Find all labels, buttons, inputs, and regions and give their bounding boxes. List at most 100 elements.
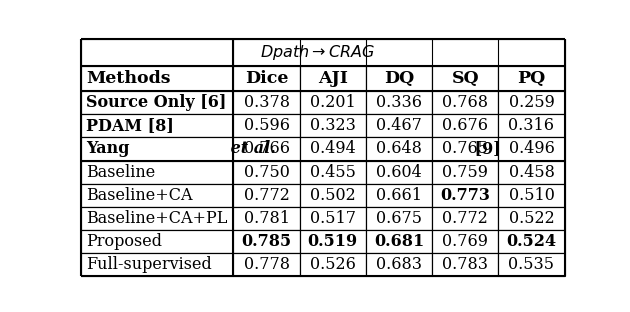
Text: 0.766: 0.766 <box>244 140 290 158</box>
Text: 0.526: 0.526 <box>310 256 356 273</box>
Text: 0.201: 0.201 <box>310 94 356 111</box>
Bar <box>81 253 234 276</box>
Bar <box>498 91 564 114</box>
Text: 0.785: 0.785 <box>241 233 292 250</box>
Text: 0.783: 0.783 <box>442 256 488 273</box>
Bar <box>498 66 564 91</box>
Bar <box>366 91 432 114</box>
Text: Dice: Dice <box>245 70 289 87</box>
Text: PDAM [8]: PDAM [8] <box>86 117 174 134</box>
Bar <box>498 114 564 137</box>
Text: Yang: Yang <box>86 140 130 158</box>
Text: AJI: AJI <box>318 70 348 87</box>
Bar <box>300 91 366 114</box>
Bar <box>81 230 234 253</box>
Text: 0.768: 0.768 <box>442 94 488 111</box>
Text: 0.781: 0.781 <box>244 210 290 227</box>
Text: 0.259: 0.259 <box>508 94 554 111</box>
Text: 0.765: 0.765 <box>442 140 488 158</box>
Text: 0.604: 0.604 <box>376 163 422 181</box>
Bar <box>234 137 300 161</box>
Text: Full-supervised: Full-supervised <box>86 256 212 273</box>
Bar <box>81 207 234 230</box>
Text: 0.681: 0.681 <box>374 233 424 250</box>
Text: 0.772: 0.772 <box>244 187 290 204</box>
Bar <box>300 184 366 207</box>
Text: $Dpath \rightarrow CRAG$: $Dpath \rightarrow CRAG$ <box>260 43 375 62</box>
Text: 0.467: 0.467 <box>376 117 422 134</box>
Bar <box>432 91 498 114</box>
Bar <box>498 184 564 207</box>
Text: Methods: Methods <box>86 70 171 87</box>
Bar <box>498 207 564 230</box>
Bar <box>498 253 564 276</box>
Text: 0.596: 0.596 <box>244 117 290 134</box>
Bar <box>498 137 564 161</box>
Bar <box>366 253 432 276</box>
Text: 0.683: 0.683 <box>376 256 422 273</box>
Bar <box>300 253 366 276</box>
Bar <box>81 91 234 114</box>
Bar <box>234 39 564 66</box>
Bar <box>300 66 366 91</box>
Bar <box>81 137 234 161</box>
Text: [9]: [9] <box>469 140 501 158</box>
Text: 0.494: 0.494 <box>310 140 356 158</box>
Text: 0.519: 0.519 <box>307 233 358 250</box>
Bar <box>366 161 432 184</box>
Bar <box>234 66 300 91</box>
Text: 0.517: 0.517 <box>310 210 356 227</box>
Bar <box>81 161 234 184</box>
Bar <box>234 114 300 137</box>
Bar <box>498 161 564 184</box>
Text: 0.759: 0.759 <box>442 163 488 181</box>
Text: Baseline: Baseline <box>86 163 156 181</box>
Text: Baseline+CA: Baseline+CA <box>86 187 193 204</box>
Text: 0.524: 0.524 <box>507 233 556 250</box>
Bar <box>366 230 432 253</box>
Bar <box>234 253 300 276</box>
Text: 0.676: 0.676 <box>442 117 488 134</box>
Bar <box>300 207 366 230</box>
Bar <box>81 66 234 91</box>
Bar <box>234 207 300 230</box>
Text: PQ: PQ <box>517 70 546 87</box>
Bar <box>432 184 498 207</box>
Text: 0.316: 0.316 <box>508 117 554 134</box>
Text: et al.: et al. <box>226 140 276 158</box>
Text: 0.535: 0.535 <box>508 256 554 273</box>
Text: 0.648: 0.648 <box>376 140 422 158</box>
Text: 0.772: 0.772 <box>442 210 488 227</box>
Bar <box>81 114 234 137</box>
Bar <box>366 66 432 91</box>
Bar <box>432 114 498 137</box>
Text: 0.458: 0.458 <box>508 163 554 181</box>
Text: 0.675: 0.675 <box>376 210 422 227</box>
Text: Proposed: Proposed <box>86 233 162 250</box>
Bar <box>300 114 366 137</box>
Text: 0.455: 0.455 <box>310 163 356 181</box>
Bar <box>234 184 300 207</box>
Bar <box>366 184 432 207</box>
Bar <box>81 184 234 207</box>
Text: DQ: DQ <box>384 70 414 87</box>
Text: Baseline+CA+PL: Baseline+CA+PL <box>86 210 227 227</box>
Text: 0.336: 0.336 <box>376 94 422 111</box>
Bar <box>300 137 366 161</box>
Text: 0.750: 0.750 <box>244 163 290 181</box>
Bar <box>366 137 432 161</box>
Bar <box>366 207 432 230</box>
Bar <box>432 207 498 230</box>
Bar <box>81 39 234 66</box>
Bar <box>234 161 300 184</box>
Bar <box>432 230 498 253</box>
Text: 0.661: 0.661 <box>376 187 422 204</box>
Bar <box>498 230 564 253</box>
Text: 0.522: 0.522 <box>508 210 554 227</box>
Text: 0.502: 0.502 <box>310 187 356 204</box>
Text: SQ: SQ <box>452 70 479 87</box>
Bar <box>300 161 366 184</box>
Text: 0.773: 0.773 <box>440 187 490 204</box>
Text: 0.378: 0.378 <box>244 94 290 111</box>
Text: Source Only [6]: Source Only [6] <box>86 94 226 111</box>
